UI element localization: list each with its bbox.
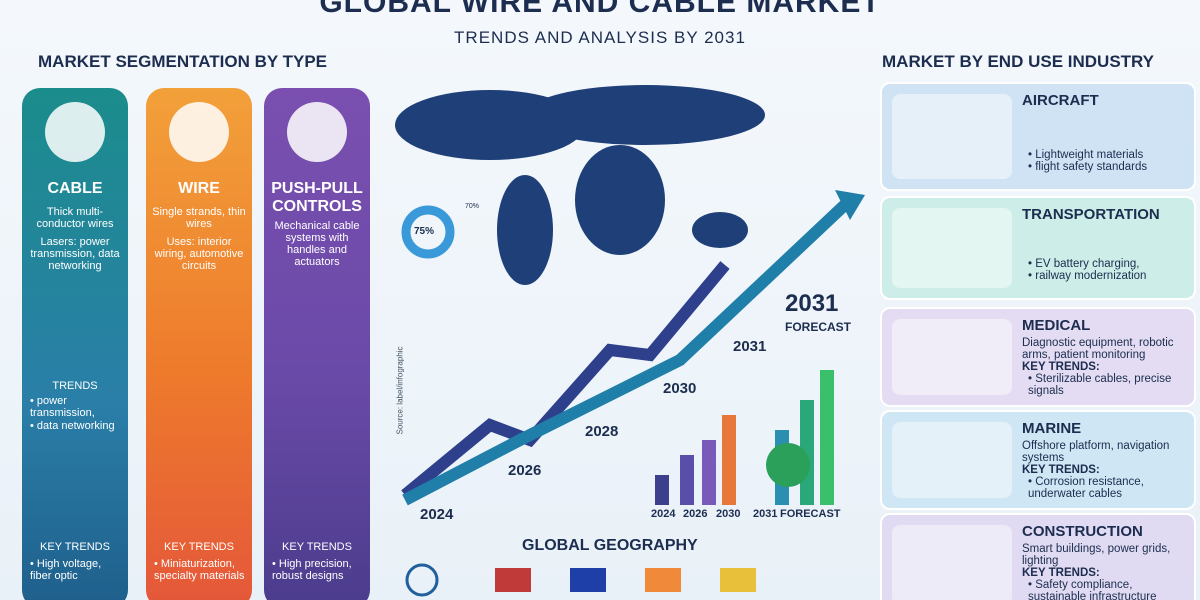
bar-label: 2024 (651, 508, 676, 520)
illustration (892, 208, 1012, 288)
timeline-year: 2030 (663, 380, 697, 397)
growth-arrow (401, 261, 730, 500)
industry-bullet: Sterilizable cables, precise signals (1022, 373, 1188, 397)
section-heading: MARKET BY END USE INDUSTRY (882, 52, 1155, 71)
industry-description: Offshore platform, navigation systems (1022, 440, 1170, 464)
illustration (892, 94, 1012, 179)
key-trends-heading: KEY TRENDS (40, 541, 110, 553)
industry-bullet: Corrosion resistance, underwater cables (1022, 476, 1188, 500)
flag (570, 568, 606, 592)
segment-name: WIRE (178, 180, 220, 197)
icon (45, 102, 105, 162)
trends-heading: KEY TRENDS: (1022, 567, 1100, 579)
segment-uses: Uses: interior wiring, automotive circui… (154, 236, 244, 272)
segment-description: Mechanical cable systems with handles an… (274, 220, 360, 268)
segment-name: PUSH-PULL CONTROLS (271, 180, 363, 215)
industry-text: Lightweight materialsflight safety stand… (1022, 149, 1188, 173)
title: GLOBAL WIRE AND CABLE MARKET (319, 0, 881, 19)
forecast-label: FORECAST (785, 320, 851, 334)
donut-label: 75% (414, 226, 435, 237)
industry-panel: AIRCRAFT Lightweight materialsflight safe… (880, 82, 1196, 191)
segment-description: Single strands, thin wires (152, 206, 246, 230)
illustration (892, 525, 1012, 600)
illustration (892, 422, 1012, 498)
industry-panel: MARINE Offshore platform, navigation syst… (880, 410, 1196, 510)
timeline-year: 2024 (420, 506, 454, 523)
industry-name: AIRCRAFT (1022, 92, 1099, 109)
industry-bullet: railway modernization (1022, 270, 1188, 282)
industry-text: Diagnostic equipment, robotic arms, pati… (1022, 337, 1188, 397)
segment-name: CABLE (47, 180, 103, 197)
industry-name: TRANSPORTATION (1022, 206, 1160, 223)
globe (405, 563, 439, 597)
illustration (892, 319, 1012, 395)
industry-text: EV battery charging,railway modernizatio… (1022, 258, 1188, 282)
timeline-year: 2028 (585, 423, 619, 440)
timeline-year: 2026 (508, 462, 542, 479)
bar-label: 2030 (716, 508, 741, 520)
bar-label: 2026 (683, 508, 708, 520)
bar-label: 2031 (753, 508, 778, 520)
key-trends-heading: KEY TRENDS (164, 541, 234, 553)
timeline-year: 2031 (733, 338, 767, 355)
donut (401, 205, 455, 259)
segment-panel: CABLE Thick multi-conductor wires Lasers… (22, 88, 128, 600)
forecast-year: 2031 (785, 290, 839, 317)
trends-heading: KEY TRENDS: (1022, 464, 1100, 476)
segment-description: Thick multi-conductor wires (36, 206, 114, 230)
bar-label: FORECAST (780, 508, 841, 520)
subtitle: TRENDS AND ANALYSIS BY 2031 (454, 28, 746, 47)
world-map (395, 85, 765, 285)
industry-name: MARINE (1022, 420, 1082, 437)
segment-panel: PUSH-PULL CONTROLS Mechanical cable syst… (264, 88, 370, 600)
flag (495, 568, 531, 592)
segment-uses: Lasers: power transmission, data network… (30, 236, 120, 272)
industry-description: Smart buildings, power grids, lighting (1022, 543, 1171, 567)
industry-name: MEDICAL (1022, 317, 1091, 334)
key-trend: Miniaturization, specialty materials (154, 558, 248, 582)
center-graphic (395, 85, 865, 597)
section-heading: MARKET SEGMENTATION BY TYPE (38, 52, 328, 71)
trend: data networking (30, 420, 115, 432)
key-trends-heading: KEY TRENDS (282, 541, 352, 553)
flag (645, 568, 681, 592)
industry-bullet: EV battery charging, (1022, 258, 1188, 270)
trends-heading: KEY TRENDS: (1022, 361, 1100, 373)
industry-panel: MEDICAL Diagnostic equipment, robotic arm… (880, 307, 1196, 407)
industry-text: Offshore platform, navigation systems KEY… (1022, 440, 1188, 500)
dollar-coin (766, 443, 810, 487)
source-note: Source: label/infographic (395, 346, 405, 435)
industry-bullet: Lightweight materials (1022, 149, 1188, 161)
industry-panel: CONSTRUCTION Smart buildings, power grids… (880, 513, 1196, 600)
industry-description: Diagnostic equipment, robotic arms, pati… (1022, 337, 1174, 361)
key-trend: High voltage, fiber optic (30, 558, 124, 582)
industry-text: Smart buildings, power grids, lighting KE… (1022, 543, 1188, 600)
segment-panel: WIRE Single strands, thin wires Uses: in… (146, 88, 252, 600)
flag (720, 568, 756, 592)
icon (287, 102, 347, 162)
industry-bullet: flight safety standards (1022, 161, 1188, 173)
industry-panel: TRANSPORTATION EV battery charging,railwa… (880, 196, 1196, 300)
arrow-head (835, 190, 865, 220)
industry-name: CONSTRUCTION (1022, 523, 1143, 540)
geography-heading: GLOBAL GEOGRAPHY (522, 537, 698, 554)
key-trend: High precision, robust designs (272, 558, 366, 582)
industry-bullet: Safety compliance, sustainable infrastru… (1022, 579, 1188, 600)
trend: power transmission, (30, 395, 128, 419)
donut-note: 70% (465, 203, 480, 210)
trends-heading: TRENDS (52, 380, 98, 392)
trend-arrow (402, 195, 855, 506)
icon (169, 102, 229, 162)
